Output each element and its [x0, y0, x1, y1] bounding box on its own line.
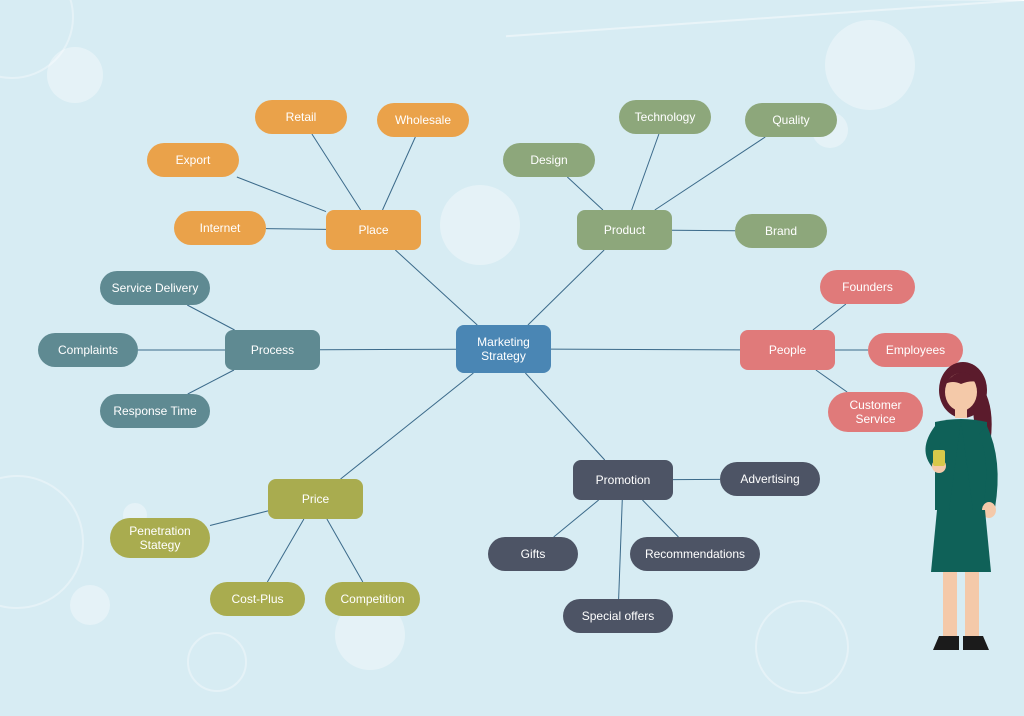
node-service: Service Delivery — [100, 271, 210, 305]
node-wholesale: Wholesale — [377, 103, 469, 137]
node-process: Process — [225, 330, 320, 370]
node-recommend: Recommendations — [630, 537, 760, 571]
node-place: Place — [326, 210, 421, 250]
bg-circle — [0, 0, 74, 79]
node-internet: Internet — [174, 211, 266, 245]
node-special: Special offers — [563, 599, 673, 633]
node-gifts: Gifts — [488, 537, 578, 571]
node-people: People — [740, 330, 835, 370]
node-employees: Employees — [868, 333, 963, 367]
node-quality: Quality — [745, 103, 837, 137]
node-brand: Brand — [735, 214, 827, 248]
node-response: Response Time — [100, 394, 210, 428]
node-competition: Competition — [325, 582, 420, 616]
node-retail: Retail — [255, 100, 347, 134]
node-price: Price — [268, 479, 363, 519]
node-technology: Technology — [619, 100, 711, 134]
node-promotion: Promotion — [573, 460, 673, 500]
diagram-canvas: Marketing Strategy Place Retail Wholesale Ex… — [0, 0, 1024, 716]
node-advertising: Advertising — [720, 462, 820, 496]
bg-circle — [755, 600, 849, 694]
node-custservice: Customer Service — [828, 392, 923, 432]
bg-circle — [825, 20, 915, 110]
node-product: Product — [577, 210, 672, 250]
node-costplus: Cost-Plus — [210, 582, 305, 616]
bg-circle — [0, 475, 84, 609]
node-penetration: Penetration Stategy — [110, 518, 210, 558]
node-design: Design — [503, 143, 595, 177]
businesswoman-illustration — [905, 350, 1010, 660]
node-export: Export — [147, 143, 239, 177]
node-center: Marketing Strategy — [456, 325, 551, 373]
node-complaints: Complaints — [38, 333, 138, 367]
bg-circle — [70, 585, 110, 625]
node-founders: Founders — [820, 270, 915, 304]
bg-circle — [47, 47, 103, 103]
bg-circle — [187, 632, 247, 692]
bg-circle — [440, 185, 520, 265]
